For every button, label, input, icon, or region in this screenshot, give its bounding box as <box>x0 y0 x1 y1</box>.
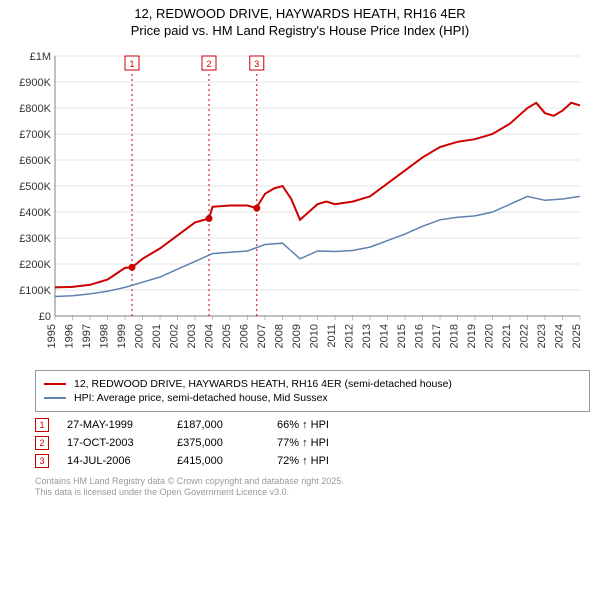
title-block: 12, REDWOOD DRIVE, HAYWARDS HEATH, RH16 … <box>0 0 600 42</box>
legend-label-blue: HPI: Average price, semi-detached house,… <box>74 392 328 404</box>
svg-text:2019: 2019 <box>466 324 478 348</box>
svg-text:2001: 2001 <box>151 324 163 348</box>
svg-text:2016: 2016 <box>414 324 426 348</box>
svg-text:2012: 2012 <box>344 324 356 348</box>
event-hpi-1: 66% ↑ HPI <box>277 419 377 431</box>
title-line-1: 12, REDWOOD DRIVE, HAYWARDS HEATH, RH16 … <box>0 6 600 23</box>
svg-text:£200K: £200K <box>19 259 51 271</box>
svg-text:£500K: £500K <box>19 181 51 193</box>
legend: 12, REDWOOD DRIVE, HAYWARDS HEATH, RH16 … <box>35 370 590 412</box>
event-marker-1: 1 <box>35 418 49 432</box>
legend-row-blue: HPI: Average price, semi-detached house,… <box>44 392 581 404</box>
event-price-1: £187,000 <box>177 419 277 431</box>
svg-text:2000: 2000 <box>134 324 146 348</box>
svg-text:£800K: £800K <box>19 103 51 115</box>
svg-text:1: 1 <box>129 59 134 69</box>
svg-text:1998: 1998 <box>99 324 111 348</box>
svg-text:2025: 2025 <box>571 324 583 348</box>
svg-text:2011: 2011 <box>326 324 338 348</box>
svg-text:2018: 2018 <box>449 324 461 348</box>
event-price-3: £415,000 <box>177 455 277 467</box>
attribution-line-2: This data is licensed under the Open Gov… <box>35 487 590 499</box>
svg-text:2022: 2022 <box>519 324 531 348</box>
svg-text:2: 2 <box>206 59 211 69</box>
svg-text:£1M: £1M <box>30 51 51 63</box>
svg-text:2015: 2015 <box>396 324 408 348</box>
event-row-2: 2 17-OCT-2003 £375,000 77% ↑ HPI <box>35 436 590 450</box>
event-price-2: £375,000 <box>177 437 277 449</box>
svg-text:£600K: £600K <box>19 155 51 167</box>
svg-text:1996: 1996 <box>64 324 76 348</box>
svg-text:2003: 2003 <box>186 324 198 348</box>
attribution: Contains HM Land Registry data © Crown c… <box>35 476 590 499</box>
svg-text:2002: 2002 <box>169 324 181 348</box>
svg-text:£400K: £400K <box>19 207 51 219</box>
legend-swatch-blue <box>44 397 66 399</box>
svg-text:2004: 2004 <box>204 324 216 348</box>
svg-text:2014: 2014 <box>379 324 391 348</box>
chart-container: 12, REDWOOD DRIVE, HAYWARDS HEATH, RH16 … <box>0 0 600 590</box>
svg-text:1999: 1999 <box>116 324 128 348</box>
svg-text:2007: 2007 <box>256 324 268 348</box>
line-chart-svg: £0 £100K £200K £300K £400K £500K £600K £700K £80… <box>10 46 590 366</box>
svg-text:2020: 2020 <box>484 324 496 348</box>
svg-text:3: 3 <box>254 59 259 69</box>
chart-area: £0 £100K £200K £300K £400K £500K £600K £700K £80… <box>10 46 590 366</box>
svg-text:2008: 2008 <box>274 324 286 348</box>
svg-text:2021: 2021 <box>501 324 513 348</box>
svg-text:2017: 2017 <box>431 324 443 348</box>
event-date-2: 17-OCT-2003 <box>67 437 177 449</box>
svg-text:2013: 2013 <box>361 324 373 348</box>
event-date-3: 14-JUL-2006 <box>67 455 177 467</box>
svg-text:2006: 2006 <box>239 324 251 348</box>
svg-text:1995: 1995 <box>46 324 58 348</box>
svg-text:£900K: £900K <box>19 77 51 89</box>
legend-row-red: 12, REDWOOD DRIVE, HAYWARDS HEATH, RH16 … <box>44 378 581 390</box>
svg-text:£300K: £300K <box>19 233 51 245</box>
event-marker-2: 2 <box>35 436 49 450</box>
svg-text:2009: 2009 <box>291 324 303 348</box>
svg-text:1997: 1997 <box>81 324 93 348</box>
svg-text:2005: 2005 <box>221 324 233 348</box>
events-table: 1 27-MAY-1999 £187,000 66% ↑ HPI 2 17-OC… <box>35 418 590 468</box>
event-date-1: 27-MAY-1999 <box>67 419 177 431</box>
event-row-1: 1 27-MAY-1999 £187,000 66% ↑ HPI <box>35 418 590 432</box>
event-row-3: 3 14-JUL-2006 £415,000 72% ↑ HPI <box>35 454 590 468</box>
event-marker-3: 3 <box>35 454 49 468</box>
svg-text:2010: 2010 <box>309 324 321 348</box>
svg-text:2023: 2023 <box>536 324 548 348</box>
event-hpi-3: 72% ↑ HPI <box>277 455 377 467</box>
svg-text:2024: 2024 <box>554 324 566 348</box>
legend-swatch-red <box>44 383 66 385</box>
svg-text:£0: £0 <box>39 311 51 323</box>
attribution-line-1: Contains HM Land Registry data © Crown c… <box>35 476 590 488</box>
svg-text:£700K: £700K <box>19 129 51 141</box>
svg-text:£100K: £100K <box>19 285 51 297</box>
legend-label-red: 12, REDWOOD DRIVE, HAYWARDS HEATH, RH16 … <box>74 378 452 390</box>
event-hpi-2: 77% ↑ HPI <box>277 437 377 449</box>
title-line-2: Price paid vs. HM Land Registry's House … <box>0 23 600 40</box>
